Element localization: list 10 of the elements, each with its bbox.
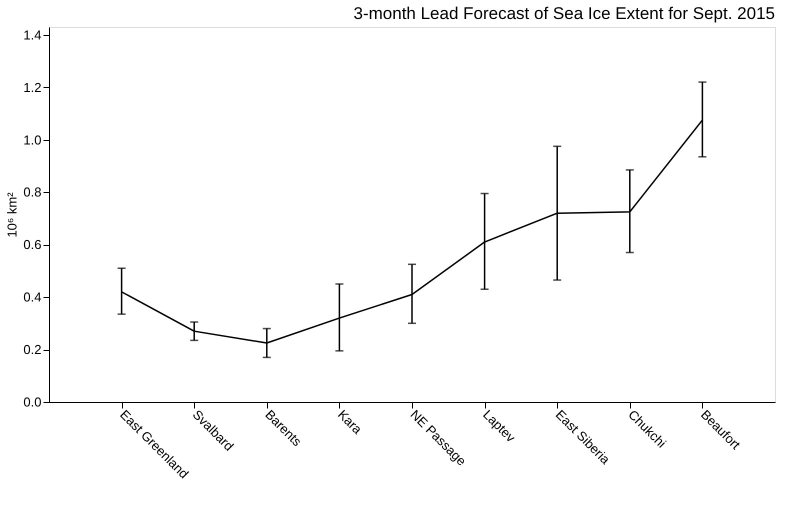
y-axis-title: 10⁶ km² bbox=[4, 192, 20, 238]
y-tick-label: 0.8 bbox=[23, 184, 42, 200]
chart-title: 3-month Lead Forecast of Sea Ice Extent for Sept. 2015 bbox=[354, 4, 775, 23]
y-tick-label: 0.4 bbox=[23, 290, 42, 305]
y-tick-label: 1.4 bbox=[23, 27, 42, 42]
y-tick-label: 1.2 bbox=[23, 80, 42, 95]
y-tick-label: 0.6 bbox=[23, 237, 42, 252]
y-tick-label: 1.0 bbox=[23, 132, 42, 148]
y-tick-label: 0.0 bbox=[23, 394, 42, 410]
y-tick-label: 0.2 bbox=[23, 342, 42, 358]
